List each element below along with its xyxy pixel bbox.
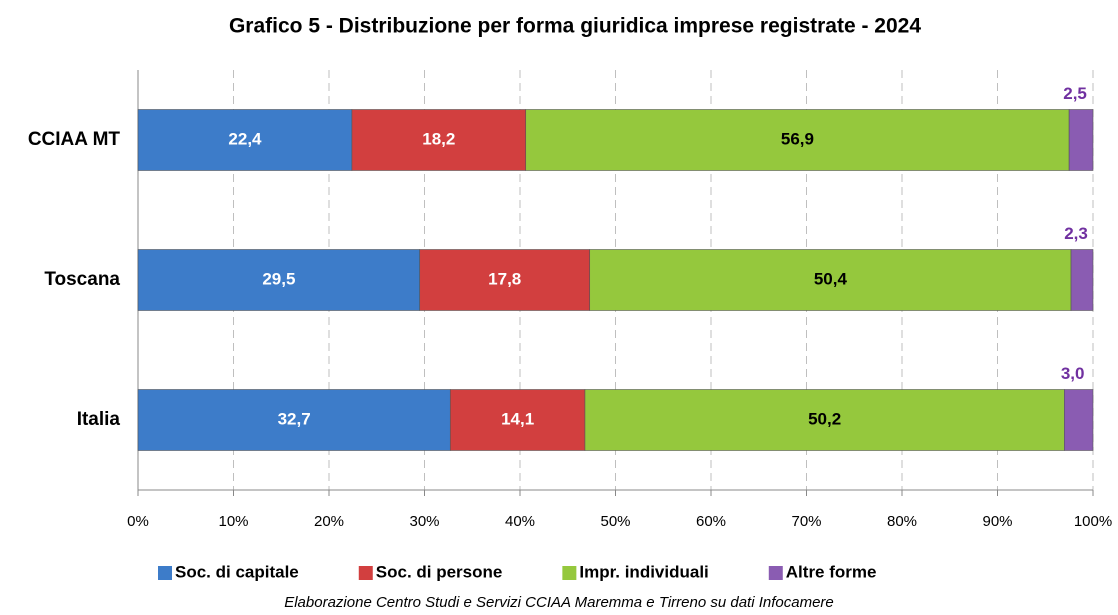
x-tick-label: 60%: [696, 513, 726, 530]
x-tick-label: 50%: [600, 513, 630, 530]
bar: [137, 389, 451, 451]
bar: [449, 389, 586, 451]
bar: [351, 109, 527, 171]
x-tick-label: 80%: [887, 513, 917, 530]
x-tick-label: 20%: [314, 513, 344, 530]
legend-swatch: [768, 566, 783, 580]
y-tick-label: Toscana: [44, 269, 120, 290]
x-tick-label: 10%: [218, 513, 248, 530]
data-label: 29,5: [262, 269, 295, 288]
data-label: 18,2: [422, 129, 455, 148]
x-tick-label: 0%: [127, 513, 149, 530]
x-tick-label: 30%: [409, 513, 439, 530]
bar: [1068, 109, 1094, 171]
data-label: 50,4: [814, 269, 848, 288]
data-label: 50,2: [808, 409, 841, 428]
data-label: 32,7: [278, 409, 311, 428]
legend-swatch: [158, 566, 172, 580]
data-label: 3,0: [1061, 364, 1085, 383]
data-label: 14,1: [501, 409, 534, 428]
data-label: 2,5: [1063, 84, 1087, 103]
legend-swatch: [358, 566, 373, 580]
bar: [137, 109, 353, 171]
bar: [1070, 249, 1094, 311]
x-tick-label: 100%: [1074, 513, 1112, 530]
bar: [525, 109, 1070, 171]
data-label: 56,9: [781, 129, 814, 148]
legend-label: Soc. di capitale: [175, 562, 299, 581]
legend-label: Impr. individuali: [579, 562, 708, 581]
y-tick-label: Italia: [77, 409, 121, 430]
x-tick-label: 40%: [505, 513, 535, 530]
legend-label: Soc. di persone: [376, 562, 503, 581]
x-tick-label: 90%: [982, 513, 1012, 530]
note: Elaborazione Centro Studi e Servizi CCIA…: [284, 594, 834, 611]
data-label: 17,8: [488, 269, 521, 288]
legend-label: Altre forme: [786, 562, 877, 581]
bar: [419, 249, 591, 311]
x-tick-label: 70%: [791, 513, 821, 530]
data-label: 2,3: [1064, 224, 1088, 243]
bar: [1064, 389, 1094, 451]
bar: [137, 249, 421, 311]
y-tick-label: CCIAA MT: [28, 129, 121, 150]
chart-title: Grafico 5 - Distribuzione per forma giur…: [229, 15, 921, 38]
legend-swatch: [562, 566, 577, 580]
data-label: 22,4: [228, 129, 262, 148]
bar: [584, 389, 1065, 451]
